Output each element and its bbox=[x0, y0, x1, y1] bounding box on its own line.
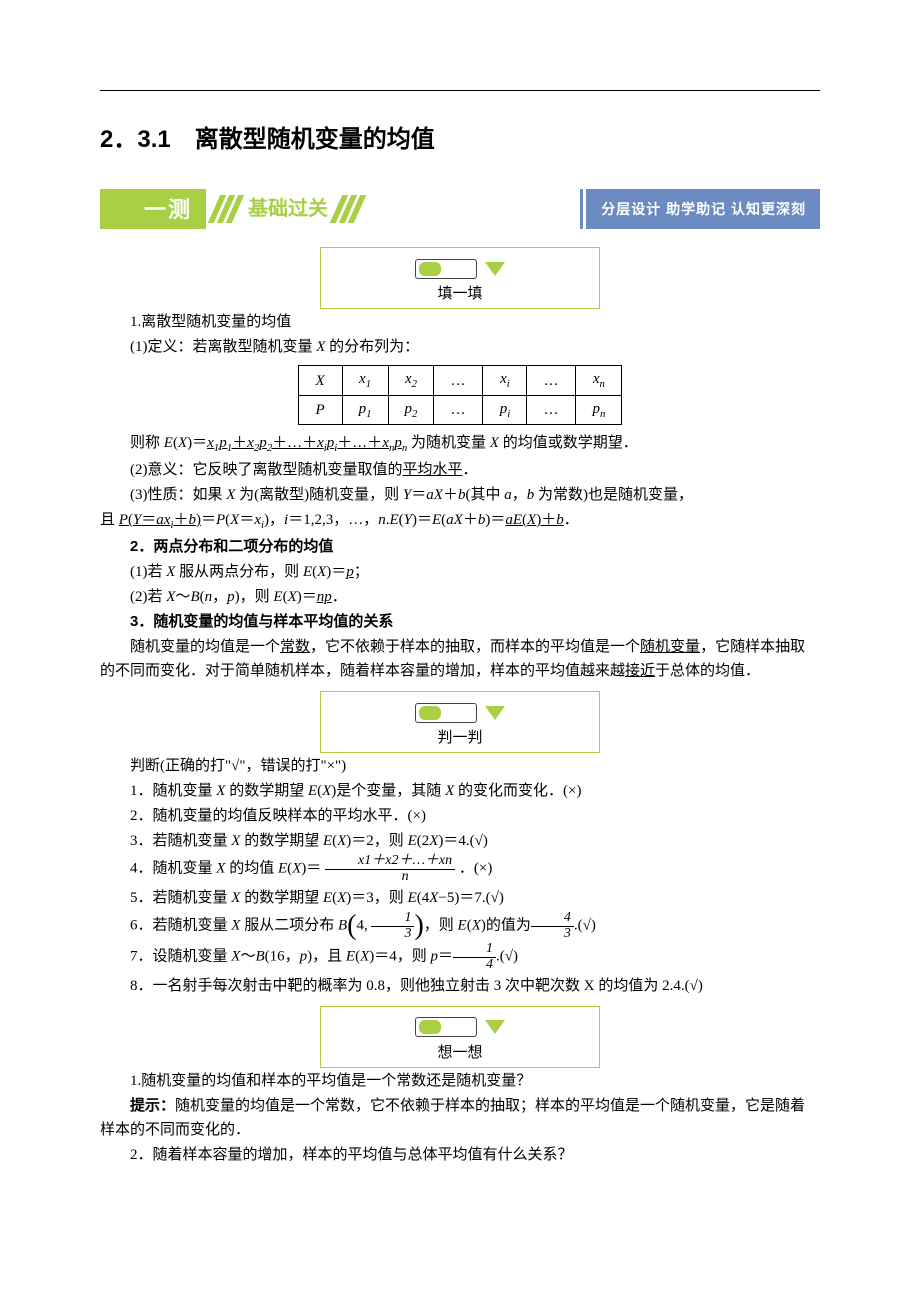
triangle-icon bbox=[485, 262, 505, 276]
slider-icon bbox=[415, 1017, 477, 1037]
s1-head: 1.离散型随机变量的均值 bbox=[100, 310, 820, 334]
callout-think: 想一想 bbox=[320, 1006, 600, 1068]
callout-fill-label: 填一填 bbox=[321, 282, 599, 306]
callout-judge: 判一判 bbox=[320, 691, 600, 753]
table-row: P p1 p2 … pi … pn bbox=[298, 395, 622, 424]
banner-mid-label: 基础过关 bbox=[246, 189, 328, 229]
triangle-icon bbox=[485, 706, 505, 720]
banner-right-label: 分层设计 助学助记 认知更深刻 bbox=[587, 189, 820, 229]
banner-stripes-right bbox=[328, 189, 368, 229]
judge-q7: 7．设随机变量 X～B(16，p)，且 E(X)＝4，则 p＝14.(√) bbox=[100, 942, 820, 972]
s1-p4: (3)性质：如果 X 为(离散型)随机变量，则 Y＝aX＋b(其中 a，b 为常… bbox=[100, 483, 820, 507]
think-a1: 提示：随机变量的均值是一个常数，它不依赖于样本的抽取；样本的平均值是一个随机变量… bbox=[100, 1094, 820, 1142]
s3-head: 3．随机变量的均值与样本平均值的关系 bbox=[100, 610, 820, 634]
top-rule bbox=[100, 90, 820, 91]
s1-p1: (1)定义：若离散型随机变量 X 的分布列为： bbox=[100, 335, 820, 359]
section-banner: 一测 基础过关 分层设计 助学助记 认知更深刻 bbox=[100, 189, 820, 229]
judge-q4: 4．随机变量 X 的均值 E(X)＝ x1＋x2＋…＋xnn ．(×) bbox=[100, 854, 820, 884]
think-q2: 2．随着样本容量的增加，样本的平均值与总体平均值有什么关系？ bbox=[100, 1143, 820, 1167]
s1-p2: 则称 E(X)＝x1p1＋x2p2＋…＋xipi＋…＋xnpn 为随机变量 X … bbox=[100, 431, 820, 457]
s3-p1: 随机变量的均值是一个常数，它不依赖于样本的抽取，而样本的平均值是一个随机变量，它… bbox=[100, 635, 820, 683]
judge-q6: 6．若随机变量 X 服从二项分布 B(4, 13)，则 E(X)的值为43.(√… bbox=[100, 911, 820, 941]
slider-icon bbox=[415, 259, 477, 279]
think-q1: 1.随机变量的均值和样本的平均值是一个常数还是随机变量？ bbox=[100, 1069, 820, 1093]
s2-head: 2．两点分布和二项分布的均值 bbox=[100, 535, 820, 559]
judge-q8: 8．一名射手每次射击中靶的概率为 0.8，则他独立射击 3 次中靶次数 X 的均… bbox=[100, 974, 820, 998]
callout-judge-label: 判一判 bbox=[321, 726, 599, 750]
s2-p2: (2)若 X～B(n，p)，则 E(X)＝np． bbox=[100, 585, 820, 609]
s1-p3: (2)意义：它反映了离散型随机变量取值的平均水平． bbox=[100, 458, 820, 482]
slider-icon bbox=[415, 703, 477, 723]
judge-q3: 3．若随机变量 X 的数学期望 E(X)＝2，则 E(2X)＝4.(√) bbox=[100, 829, 820, 853]
distribution-table: X x1 x2 … xi … xn P p1 p2 … pi … pn bbox=[298, 365, 623, 425]
s2-p1: (1)若 X 服从两点分布，则 E(X)＝p； bbox=[100, 560, 820, 584]
judge-q5: 5．若随机变量 X 的数学期望 E(X)＝3，则 E(4X−5)＝7.(√) bbox=[100, 886, 820, 910]
callout-fill: 填一填 bbox=[320, 247, 600, 309]
page-title: 2．3.1 离散型随机变量的均值 bbox=[100, 121, 820, 159]
banner-tab: 一测 bbox=[140, 189, 206, 229]
triangle-icon bbox=[485, 1020, 505, 1034]
callout-think-label: 想一想 bbox=[321, 1041, 599, 1065]
judge-q1: 1．随机变量 X 的数学期望 E(X)是个变量，其随 X 的变化而变化．(×) bbox=[100, 779, 820, 803]
table-row: X x1 x2 … xi … xn bbox=[298, 366, 622, 395]
banner-stripes bbox=[206, 189, 246, 229]
banner-left-block bbox=[100, 189, 140, 229]
judge-q2: 2．随机变量的均值反映样本的平均水平．(×) bbox=[100, 804, 820, 828]
s1-p5: 且 P(Y＝axi＋b)＝P(X＝xi)，i＝1,2,3，…，n.E(Y)＝E(… bbox=[100, 508, 820, 534]
judge-intro: 判断(正确的打"√"，错误的打"×") bbox=[100, 754, 820, 778]
hint-label: 提示： bbox=[130, 1097, 175, 1114]
